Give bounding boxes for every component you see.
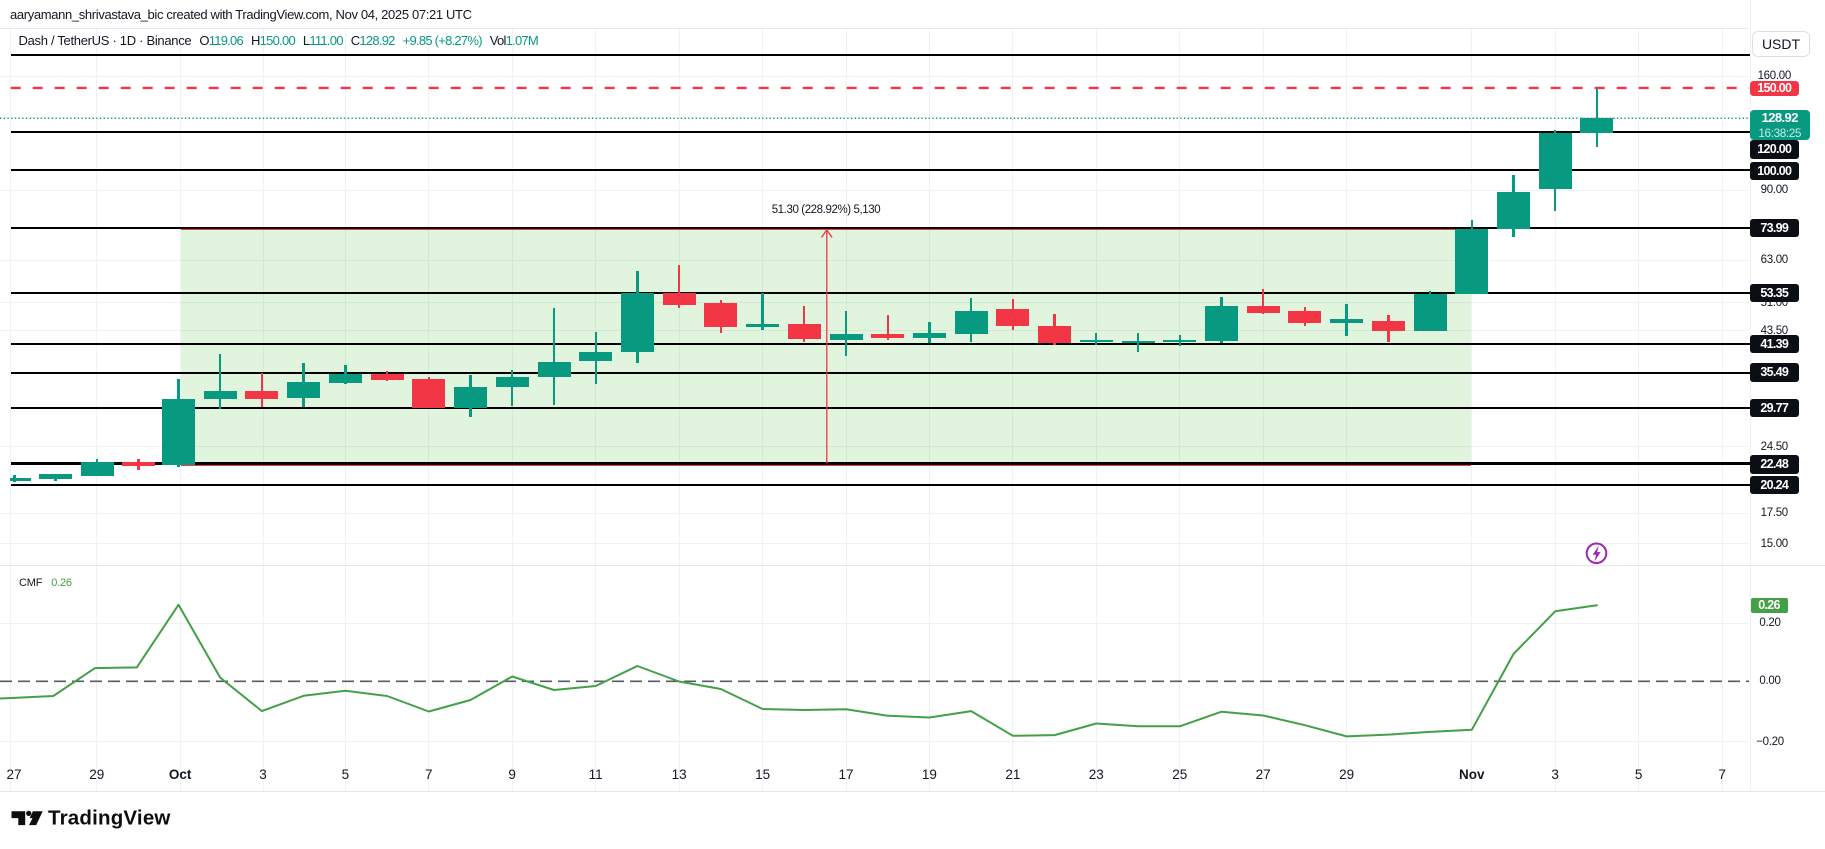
- svg-text:TradingView: TradingView: [48, 808, 171, 830]
